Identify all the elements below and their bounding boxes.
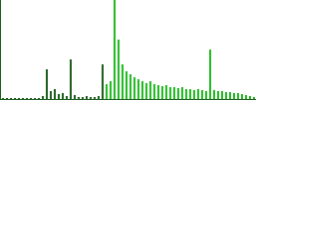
bar <box>53 89 56 99</box>
bar <box>245 95 248 99</box>
chart <box>0 0 256 100</box>
bar <box>5 98 8 99</box>
bar <box>129 74 132 99</box>
bar <box>121 64 124 99</box>
bar <box>241 94 244 99</box>
bar <box>61 93 64 99</box>
bar <box>237 93 240 99</box>
bar <box>85 96 88 99</box>
bar <box>201 90 204 99</box>
bar <box>169 87 172 99</box>
bar <box>149 81 152 99</box>
bar <box>65 96 68 99</box>
bar <box>25 98 28 99</box>
bar <box>41 96 44 99</box>
bar <box>249 96 252 99</box>
bar <box>17 98 20 99</box>
bar <box>57 94 60 99</box>
bar <box>197 89 200 99</box>
bar <box>161 86 164 99</box>
bar <box>101 64 104 99</box>
bar <box>253 97 256 99</box>
bar <box>117 39 120 99</box>
bar <box>45 69 48 99</box>
bar <box>105 84 108 99</box>
bar <box>177 88 180 99</box>
bar <box>1 98 4 99</box>
bar <box>193 90 196 99</box>
bar <box>37 98 40 99</box>
bar <box>189 89 192 99</box>
bar <box>185 89 188 99</box>
bar <box>9 98 12 99</box>
bar <box>133 77 136 99</box>
bar <box>33 98 36 99</box>
bar <box>137 79 140 99</box>
bar <box>81 97 84 99</box>
bar <box>89 97 92 99</box>
bar <box>217 91 220 99</box>
bar <box>93 97 96 99</box>
bar <box>165 85 168 99</box>
bar <box>213 90 216 99</box>
bar <box>73 95 76 99</box>
bar <box>209 49 212 99</box>
bar <box>153 84 156 99</box>
bar <box>125 71 128 99</box>
bar <box>233 93 236 99</box>
bar <box>97 96 100 99</box>
bar <box>181 87 184 99</box>
bar <box>77 97 80 99</box>
bar <box>21 98 24 99</box>
bar <box>173 87 176 99</box>
bar <box>13 98 16 99</box>
bar <box>109 81 112 99</box>
bar <box>29 98 32 99</box>
bar <box>221 91 224 99</box>
bar <box>205 91 208 99</box>
bar <box>113 0 116 99</box>
bar <box>225 92 228 99</box>
bar <box>157 85 160 99</box>
bar <box>69 59 72 99</box>
bar <box>49 91 52 99</box>
bar <box>145 83 148 99</box>
bar <box>141 81 144 99</box>
bar <box>229 92 232 99</box>
